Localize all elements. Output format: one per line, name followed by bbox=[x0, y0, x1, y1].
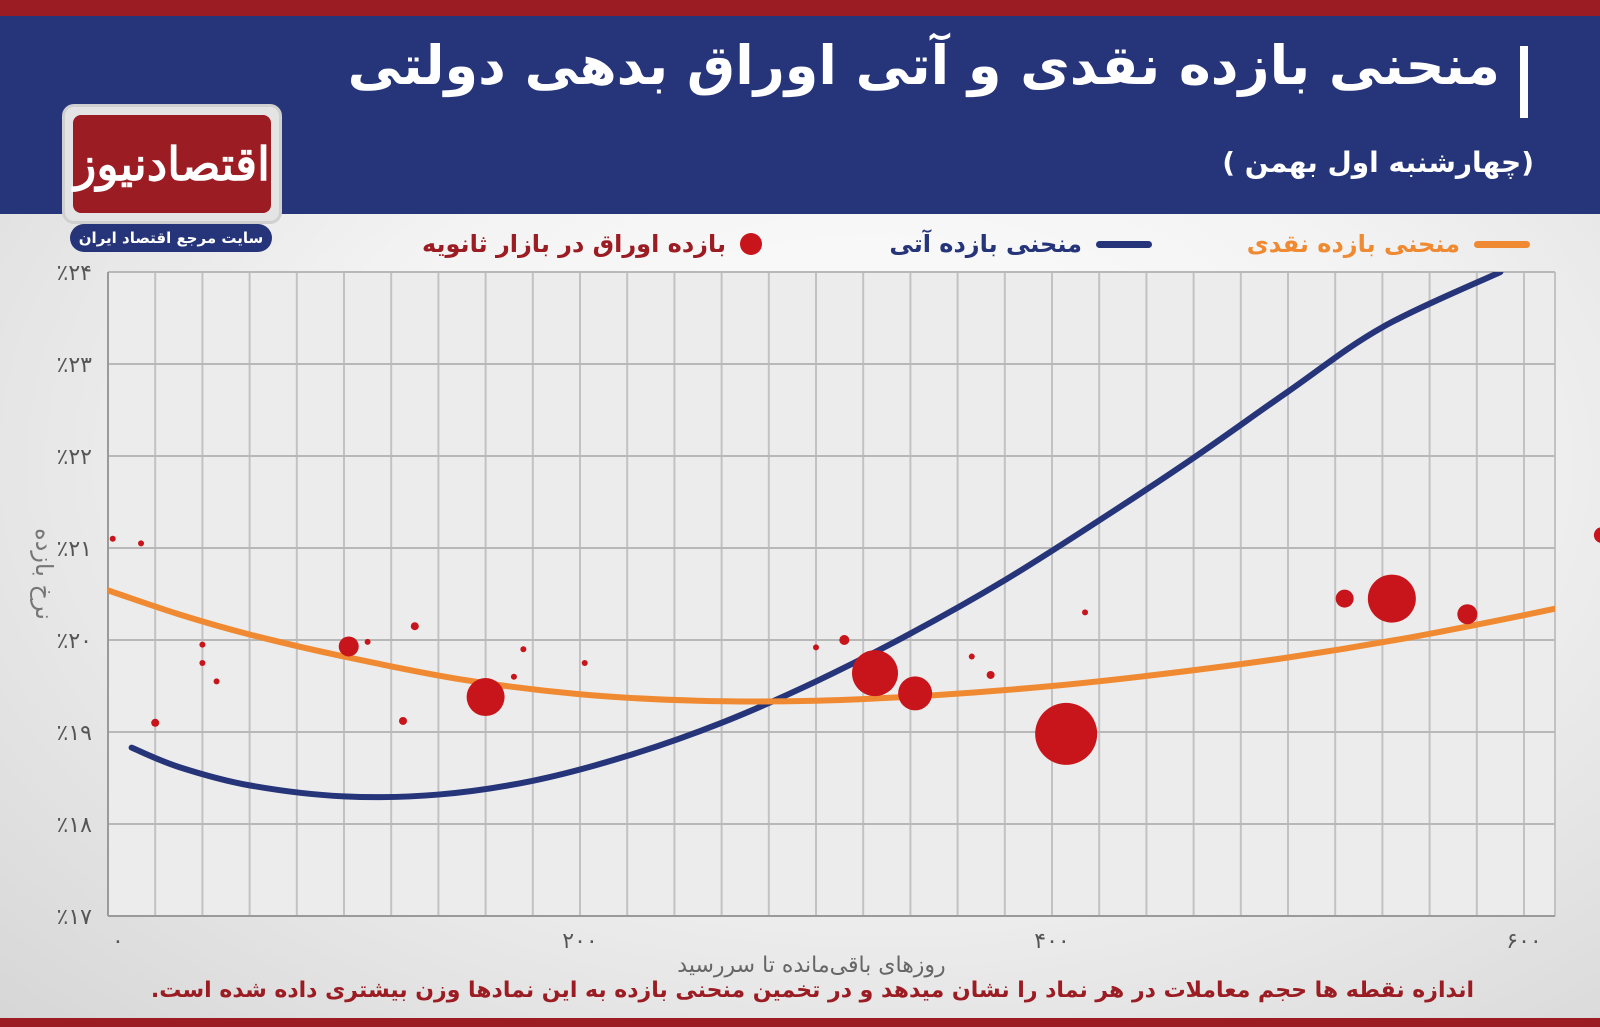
yield-point bbox=[199, 641, 206, 648]
y-axis-title: نرخ بازده bbox=[30, 528, 58, 620]
legend-points-swatch bbox=[740, 233, 762, 255]
yield-point bbox=[581, 660, 588, 666]
legend-spot: منحنی بازده نقدی bbox=[1247, 226, 1530, 262]
top-accent-strip bbox=[0, 0, 1600, 16]
yield-point bbox=[213, 678, 220, 685]
page-subtitle: (چهارشنبه اول بهمن ) bbox=[1222, 146, 1534, 179]
spot-yield-curve bbox=[108, 587, 1555, 705]
legend-points-label: بازده اوراق در بازار ثانویه bbox=[421, 230, 726, 258]
brand-logo: اقتصادنیوز bbox=[62, 104, 282, 224]
yield-point bbox=[410, 622, 419, 631]
legend-forward-label: منحنی بازده آتی bbox=[889, 230, 1082, 258]
yield-point bbox=[898, 676, 933, 711]
brand-tagline: سایت مرجع اقتصاد ایران bbox=[70, 224, 272, 252]
legend-forward-swatch bbox=[1096, 240, 1152, 248]
legend-spot-swatch bbox=[1474, 240, 1530, 248]
x-tick-label: ۶۰۰ bbox=[1506, 929, 1541, 954]
yield-point bbox=[1335, 589, 1354, 608]
y-tick-label: ٪۱۷ bbox=[57, 905, 93, 930]
yield-point bbox=[364, 638, 371, 645]
yield-point bbox=[1367, 574, 1416, 623]
series-points bbox=[109, 527, 1600, 765]
legend-forward: منحنی بازده آتی bbox=[889, 226, 1152, 262]
x-tick-label: ۰ bbox=[112, 929, 124, 954]
yield-point bbox=[199, 660, 206, 666]
y-tick-label: ٪۲۳ bbox=[57, 353, 93, 378]
yield-point bbox=[466, 678, 505, 717]
yield-point bbox=[399, 716, 407, 725]
y-tick-label: ٪۱۸ bbox=[57, 813, 93, 838]
series-lines bbox=[108, 272, 1555, 801]
footnote: اندازه نقطه ها حجم معاملات در هر نماد را… bbox=[150, 978, 1474, 1003]
yield-point bbox=[510, 673, 517, 680]
y-tick-label: ٪۲۱ bbox=[57, 537, 92, 562]
x-tick-label: ۴۰۰ bbox=[1034, 929, 1069, 954]
yield-point bbox=[338, 636, 359, 657]
axes bbox=[107, 272, 1555, 917]
plot-background bbox=[108, 272, 1555, 916]
bottom-accent-strip bbox=[0, 1018, 1600, 1027]
yield-point bbox=[813, 644, 819, 651]
axis-labels: ٪۱۷٪۱۸٪۱۹٪۲۰٪۲۱٪۲۲٪۲۳٪۲۴۰۲۰۰۴۰۰۶۰۰۸۰۰۱۰۰… bbox=[30, 261, 1542, 978]
yield-point bbox=[1035, 702, 1098, 765]
yield-point bbox=[109, 535, 116, 542]
yield-point bbox=[839, 635, 850, 645]
yield-point bbox=[986, 670, 995, 679]
forward-yield-curve bbox=[128, 272, 1504, 801]
plot-area bbox=[108, 272, 1555, 916]
legend-spot-label: منحنی بازده نقدی bbox=[1246, 230, 1460, 258]
yield-point bbox=[138, 540, 145, 547]
yield-point bbox=[1082, 609, 1089, 616]
legend-points: بازده اوراق در بازار ثانویه bbox=[422, 226, 762, 262]
page-title: منحنی بازده نقدی و آتی اوراق بدهی دولتی bbox=[347, 34, 1500, 97]
x-tick-label: ۲۰۰ bbox=[562, 929, 597, 954]
x-axis-title: روزهای باقی‌مانده تا سررسید bbox=[677, 953, 945, 978]
brand-logo-badge: اقتصادنیوز bbox=[73, 115, 271, 213]
y-tick-label: ٪۲۲ bbox=[57, 445, 92, 470]
y-tick-label: ٪۲۰ bbox=[57, 629, 92, 654]
yield-point bbox=[1593, 527, 1600, 543]
y-tick-label: ٪۱۹ bbox=[57, 721, 92, 746]
y-tick-label: ٪۲۴ bbox=[57, 261, 92, 286]
title-accent-bar bbox=[1520, 46, 1528, 118]
yield-point bbox=[520, 646, 527, 653]
brand-logo-text: اقتصادنیوز bbox=[74, 137, 270, 191]
yield-point bbox=[852, 650, 898, 697]
yield-point bbox=[1457, 604, 1478, 625]
yield-point bbox=[968, 653, 975, 660]
yield-point bbox=[151, 718, 160, 727]
